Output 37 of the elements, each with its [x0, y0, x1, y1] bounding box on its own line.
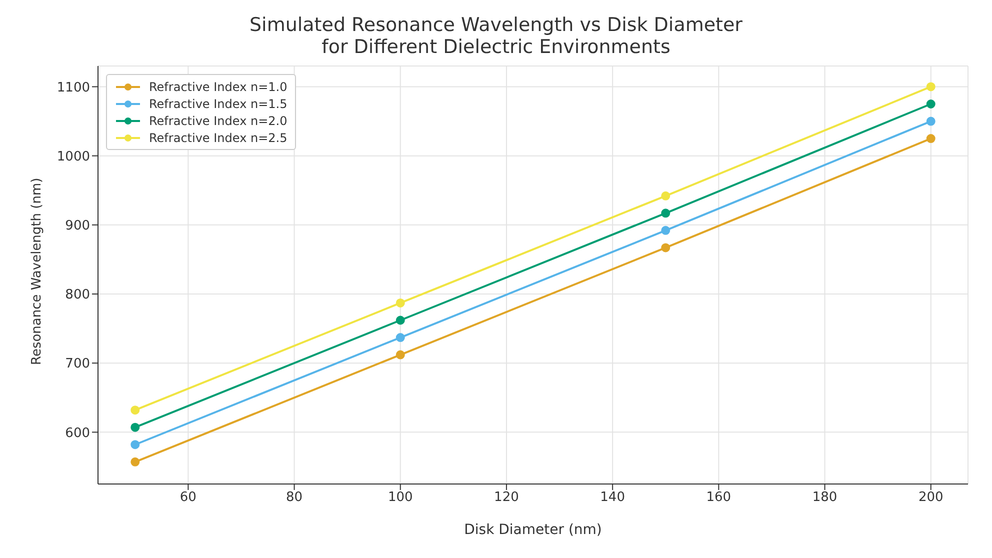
x-tick-label: 100: [388, 490, 413, 506]
legend-label: Refractive Index n=2.0: [149, 114, 288, 128]
y-axis-title: Resonance Wavelength (nm): [30, 178, 45, 365]
y-tick-label: 800: [65, 288, 90, 303]
y-tick-label: 1000: [56, 149, 90, 164]
point: [396, 298, 405, 308]
point: [661, 191, 670, 200]
point: [926, 100, 936, 108]
legend-label: Refractive Index n=2.5: [149, 130, 288, 144]
legend-label: Refractive Index n=1.0: [149, 80, 288, 94]
y-tick-label: 1100: [56, 80, 90, 96]
point: [396, 316, 405, 325]
point: [130, 457, 140, 466]
y-tick-label: 600: [65, 426, 90, 441]
x-tick-label: 200: [918, 490, 944, 506]
x-axis-title: Disk Diameter (nm): [464, 522, 602, 538]
x-tick-label: 180: [812, 490, 838, 506]
point: [396, 333, 405, 342]
x-tick-label: 80: [286, 490, 303, 506]
point: [926, 82, 936, 92]
x-tick-label: 140: [600, 490, 625, 506]
x-tick-label: 120: [494, 490, 519, 506]
y-tick-label: 700: [65, 356, 90, 372]
point: [661, 243, 670, 252]
point: [661, 226, 670, 235]
chart-title: Simulated Resonance Wavelength vs Disk Diameter for Different Dielectric Environments: [248, 14, 744, 58]
point: [926, 134, 936, 144]
point: [130, 406, 140, 415]
y-tick-label: 900: [65, 218, 90, 234]
x-tick-label: 60: [180, 490, 196, 506]
point: [661, 208, 670, 218]
legend-label: Refractive Index n=1.5: [149, 96, 288, 110]
point: [130, 440, 140, 450]
point: [130, 422, 140, 432]
point: [926, 116, 936, 126]
point: [396, 350, 405, 360]
x-tick-label: 160: [706, 490, 732, 506]
